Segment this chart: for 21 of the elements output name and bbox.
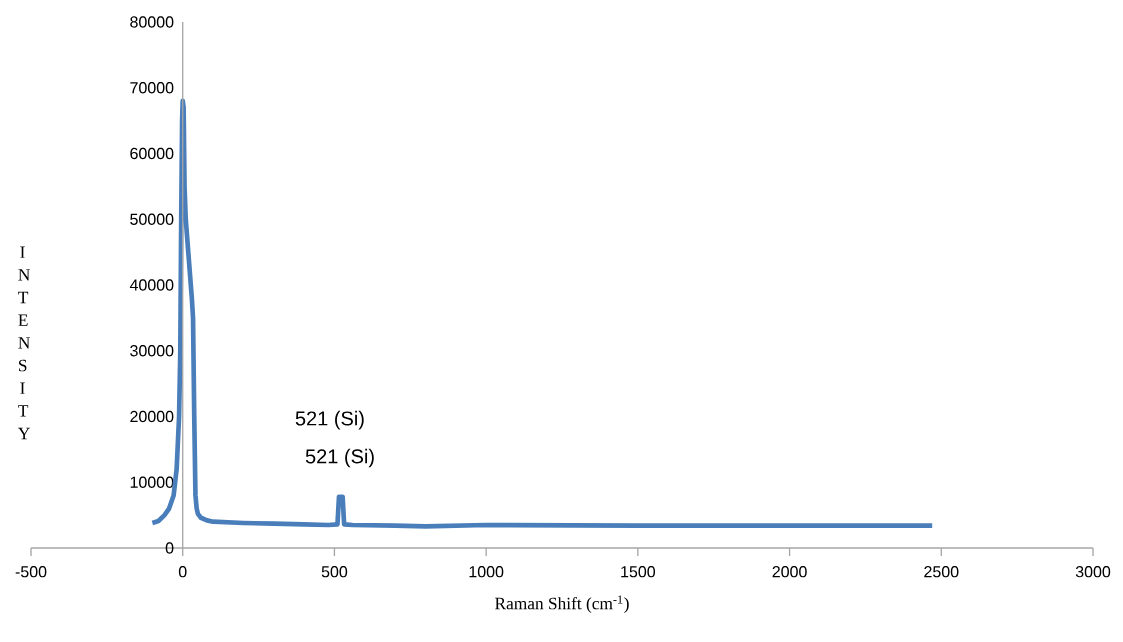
y-tick-label: 0 (165, 542, 174, 554)
y-tick-label: 40000 (129, 279, 174, 291)
x-tick-label: 2500 (924, 566, 959, 578)
x-tick-label: 1500 (621, 566, 656, 578)
x-tick-label: -500 (15, 566, 47, 578)
x-tick-label: 1000 (469, 566, 504, 578)
y-tick-label: 60000 (130, 147, 174, 160)
y-tick-label: 50000 (130, 213, 174, 225)
x-tick-label: 3000 (1075, 566, 1111, 578)
y-tick-label: 10000 (130, 476, 174, 488)
x-tick-label: 500 (321, 566, 348, 578)
y-tick-label: 20000 (130, 410, 174, 423)
y-tick-label: 30000 (130, 345, 174, 357)
text: INTENSITY (18, 246, 30, 440)
x-tick-label: 0 (178, 566, 187, 578)
y-tick-label: 80000 (130, 16, 174, 28)
y-tick-label: 70000 (130, 82, 174, 94)
x-tick-label: 2000 (772, 566, 807, 578)
x-axis-title: Raman Shift (cm$^{-1}$) (495, 595, 629, 613)
annotation: 521 (Si) (295, 410, 364, 430)
annotation: 521 (Si) (305, 448, 374, 468)
